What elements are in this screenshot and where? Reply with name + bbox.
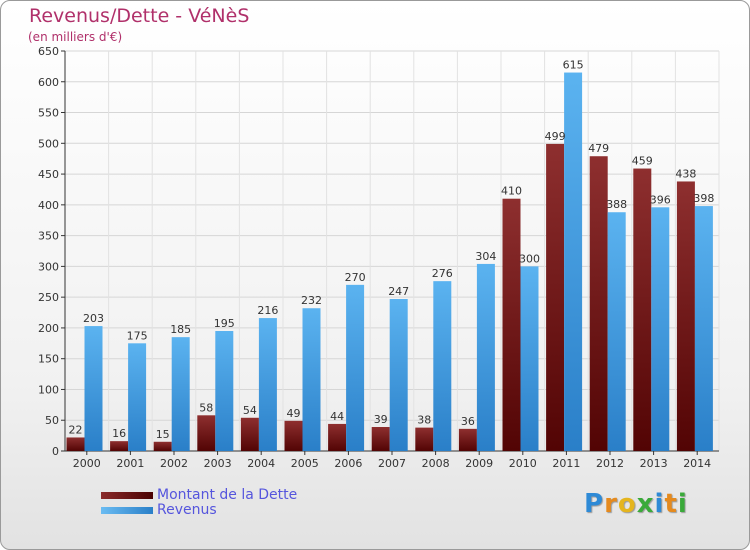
- bar-debt: [240, 417, 259, 451]
- bar-revenus: [476, 263, 495, 451]
- legend-swatch-revenus: [101, 507, 153, 514]
- x-tick-label: 2002: [160, 457, 188, 470]
- data-label-revenus: 185: [170, 323, 191, 336]
- y-tick-label: 50: [45, 414, 59, 427]
- y-tick-label: 550: [38, 107, 59, 120]
- x-tick-label: 2014: [683, 457, 711, 470]
- bar-revenus: [346, 284, 365, 451]
- data-label-revenus: 247: [388, 285, 409, 298]
- data-label-revenus: 300: [519, 252, 540, 265]
- bar-debt: [153, 441, 172, 451]
- x-tick-label: 2004: [247, 457, 275, 470]
- bar-revenus: [564, 72, 583, 452]
- bar-debt: [633, 168, 652, 452]
- legend-label-revenus: Revenus: [157, 502, 217, 518]
- data-label-debt: 499: [545, 130, 566, 143]
- y-tick-label: 250: [38, 291, 59, 304]
- bar-revenus: [302, 308, 321, 451]
- x-tick-label: 2011: [552, 457, 580, 470]
- bar-revenus: [520, 266, 539, 451]
- bar-debt: [371, 427, 390, 451]
- data-label-debt: 16: [112, 427, 126, 440]
- data-label-revenus: 304: [475, 250, 496, 263]
- data-label-debt: 36: [461, 415, 475, 428]
- data-label-debt: 410: [501, 185, 522, 198]
- bar-debt: [458, 428, 477, 451]
- y-tick-label: 350: [38, 230, 59, 243]
- chart-subtitle: (en milliers d'€): [28, 30, 123, 44]
- bar-debt: [197, 415, 216, 451]
- y-tick-label: 150: [38, 353, 59, 366]
- data-label-debt: 459: [632, 155, 653, 168]
- bar-debt: [676, 181, 695, 451]
- data-label-revenus: 396: [650, 193, 671, 206]
- bar-revenus: [128, 343, 147, 451]
- y-tick-label: 400: [38, 199, 59, 212]
- y-tick-label: 450: [38, 168, 59, 181]
- x-tick-label: 2006: [334, 457, 362, 470]
- data-label-debt: 479: [588, 142, 609, 155]
- y-tick-label: 0: [52, 445, 59, 458]
- x-tick-label: 2005: [291, 457, 319, 470]
- bar-debt: [415, 427, 434, 451]
- y-tick-label: 500: [38, 137, 59, 150]
- bar-revenus: [651, 207, 670, 451]
- legend-swatch-debt: [101, 492, 153, 499]
- x-tick-label: 2003: [204, 457, 232, 470]
- data-label-revenus: 388: [606, 198, 627, 211]
- data-label-debt: 49: [287, 407, 301, 420]
- bar-debt: [66, 437, 85, 451]
- bar-revenus: [389, 299, 408, 451]
- data-label-revenus: 232: [301, 294, 322, 307]
- bar-debt: [589, 156, 608, 451]
- data-label-debt: 15: [156, 428, 170, 441]
- data-label-revenus: 270: [345, 271, 366, 284]
- bar-revenus: [84, 326, 103, 451]
- x-tick-label: 2009: [465, 457, 493, 470]
- data-label-debt: 38: [417, 414, 431, 427]
- data-label-debt: 22: [69, 423, 83, 436]
- bar-debt: [328, 423, 347, 451]
- data-label-revenus: 195: [214, 317, 235, 330]
- x-tick-label: 2013: [640, 457, 668, 470]
- x-tick-label: 2001: [116, 457, 144, 470]
- data-label-debt: 438: [675, 167, 696, 180]
- x-tick-label: 2000: [73, 457, 101, 470]
- y-tick-label: 650: [38, 45, 59, 58]
- data-label-debt: 39: [374, 413, 388, 426]
- y-tick-label: 600: [38, 76, 59, 89]
- bar-revenus: [694, 206, 713, 451]
- data-label-debt: 44: [330, 410, 344, 423]
- bar-debt: [502, 198, 521, 451]
- data-label-revenus: 398: [693, 192, 714, 205]
- y-tick-label: 200: [38, 322, 59, 335]
- proxiti-logo: Proxiti: [584, 489, 688, 519]
- data-label-revenus: 203: [83, 312, 104, 325]
- data-label-revenus: 216: [257, 304, 278, 317]
- data-label-debt: 58: [199, 401, 213, 414]
- x-tick-label: 2007: [378, 457, 406, 470]
- y-tick-label: 100: [38, 383, 59, 396]
- bar-revenus: [171, 337, 190, 451]
- chart-title: Revenus/Dette - VéNèS: [29, 5, 250, 27]
- x-tick-label: 2008: [422, 457, 450, 470]
- legend-label-debt: Montant de la Dette: [157, 487, 298, 503]
- data-label-revenus: 276: [432, 267, 453, 280]
- data-label-debt: 54: [243, 404, 257, 417]
- bar-debt: [284, 420, 303, 451]
- bar-debt: [546, 143, 565, 451]
- bar-revenus: [433, 281, 452, 451]
- bar-revenus: [258, 318, 277, 451]
- data-label-revenus: 175: [127, 329, 148, 342]
- y-tick-label: 300: [38, 260, 59, 273]
- bar-debt: [110, 441, 129, 451]
- bar-revenus: [215, 331, 234, 451]
- x-tick-label: 2010: [509, 457, 537, 470]
- bar-revenus: [607, 212, 626, 451]
- data-label-revenus: 615: [563, 59, 584, 72]
- x-tick-label: 2012: [596, 457, 624, 470]
